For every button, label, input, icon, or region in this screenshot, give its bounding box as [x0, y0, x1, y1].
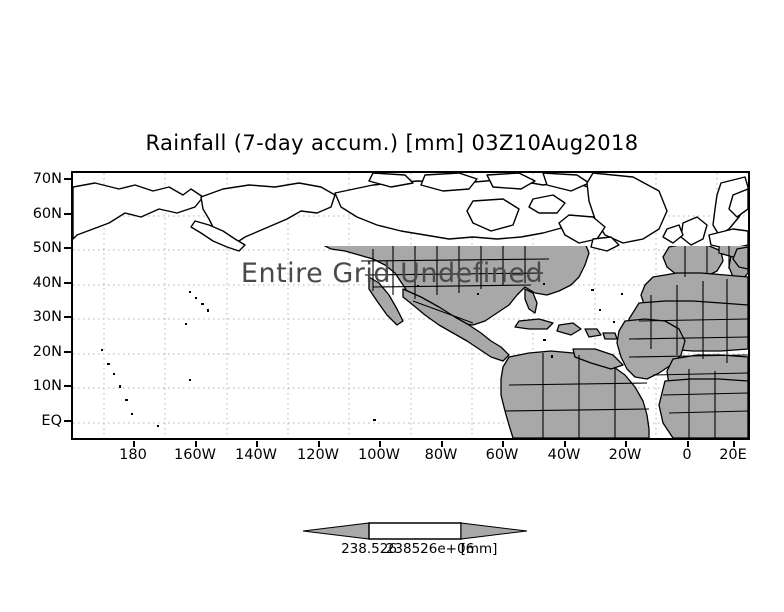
y-tick-label: 70N: [32, 171, 62, 187]
page-title: Rainfall (7-day accum.) [mm] 03Z10Aug201…: [145, 131, 639, 155]
x-tick-label: 100W: [357, 447, 401, 463]
x-tick-label: 140W: [234, 447, 278, 463]
x-tick-mark: [318, 441, 320, 447]
y-tick-mark: [64, 385, 71, 387]
x-tick-mark: [256, 441, 258, 447]
x-tick-mark: [133, 441, 135, 447]
y-tick-mark: [64, 316, 71, 318]
landmass-shapes: [73, 173, 748, 438]
colorbar-tick-label-min: 238.526: [341, 541, 397, 557]
x-tick-label: 120W: [296, 447, 340, 463]
island-specks: [101, 283, 623, 427]
x-tick-mark: [441, 441, 443, 447]
colorbar-right-arrow: [460, 522, 527, 540]
x-tick-mark: [733, 441, 735, 447]
y-tick-label: 30N: [32, 309, 62, 325]
x-tick-mark: [625, 441, 627, 447]
x-tick-mark: [564, 441, 566, 447]
y-tick-label: 20N: [32, 344, 62, 360]
x-tick-mark: [195, 441, 197, 447]
y-tick-mark: [64, 247, 71, 249]
x-tick-mark: [379, 441, 381, 447]
x-tick-label: 60W: [485, 447, 519, 463]
x-tick-label: 0: [682, 447, 692, 463]
y-tick-mark: [64, 213, 71, 215]
y-tick-label: 60N: [32, 206, 62, 222]
y-tick-label: EQ: [41, 413, 62, 429]
y-tick-label: 50N: [32, 240, 62, 256]
y-tick-mark: [64, 351, 71, 353]
x-tick-label: 160W: [173, 447, 217, 463]
land-gray-fill: [323, 246, 748, 438]
x-tick-label: 180: [119, 447, 147, 463]
x-tick-mark: [687, 441, 689, 447]
y-tick-mark: [64, 282, 71, 284]
country-borders: [360, 246, 748, 438]
colorbar-graphic: [303, 522, 527, 540]
x-tick-mark: [502, 441, 504, 447]
x-tick-label: 20W: [608, 447, 642, 463]
colorbar-center-box: [368, 522, 462, 540]
y-tick-label: 40N: [32, 275, 62, 291]
colorbar[interactable]: [303, 519, 527, 543]
colorbar-tick-label-max: 238526e+06: [385, 541, 475, 557]
map-plot-area[interactable]: [71, 171, 750, 440]
x-tick-label: 20E: [719, 447, 747, 463]
x-tick-label: 80W: [424, 447, 458, 463]
colorbar-units-label: [mm]: [460, 541, 498, 557]
world-map-graphic: [73, 173, 748, 438]
y-tick-mark: [64, 420, 71, 422]
colorbar-left-arrow: [303, 522, 370, 540]
y-tick-mark: [64, 178, 71, 180]
y-tick-label: 10N: [32, 378, 62, 394]
x-tick-label: 40W: [547, 447, 581, 463]
